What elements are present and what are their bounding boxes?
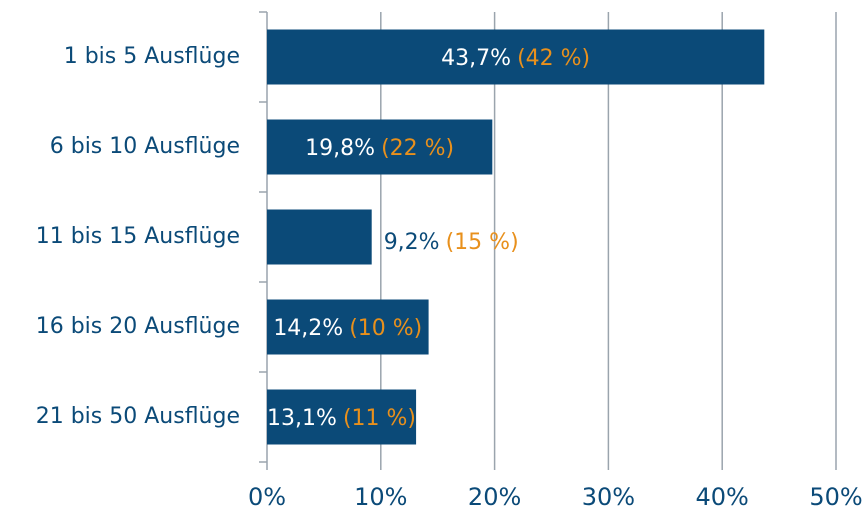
value-label: 9,2% — [384, 230, 440, 255]
x-tick-label: 20% — [468, 483, 521, 511]
value-label: 43,7% — [441, 46, 511, 71]
x-tick-label: 50% — [809, 483, 862, 511]
bar — [267, 29, 765, 85]
bar — [267, 209, 372, 265]
x-tick-label: 10% — [354, 483, 407, 511]
value-label: 14,2% — [273, 316, 343, 341]
category-label: 11 bis 15 Ausflüge — [36, 224, 240, 249]
category-label: 21 bis 50 Ausflüge — [36, 404, 240, 429]
data-label: 9,2% (15 %) — [384, 230, 519, 255]
bar — [267, 119, 493, 175]
reference-label: (10 %) — [349, 316, 422, 341]
value-label: 13,1% — [267, 406, 337, 431]
x-tick-label: 40% — [696, 483, 749, 511]
x-tick-label: 0% — [248, 483, 286, 511]
bar — [267, 299, 429, 355]
data-label: 13,1% (11 %) — [267, 406, 416, 431]
reference-label: (22 %) — [381, 136, 454, 161]
reference-label: (15 %) — [446, 230, 519, 255]
data-label: 43,7% (42 %) — [441, 46, 590, 71]
reference-label: (42 %) — [517, 46, 590, 71]
bar — [267, 389, 417, 445]
category-label: 6 bis 10 Ausflüge — [50, 134, 240, 159]
data-label: 19,8% (22 %) — [305, 136, 454, 161]
category-label: 1 bis 5 Ausflüge — [64, 44, 240, 69]
reference-label: (11 %) — [343, 406, 416, 431]
value-label: 19,8% — [305, 136, 375, 161]
x-tick-label: 30% — [582, 483, 635, 511]
data-label: 14,2% (10 %) — [273, 316, 422, 341]
category-label: 16 bis 20 Ausflüge — [36, 314, 240, 339]
